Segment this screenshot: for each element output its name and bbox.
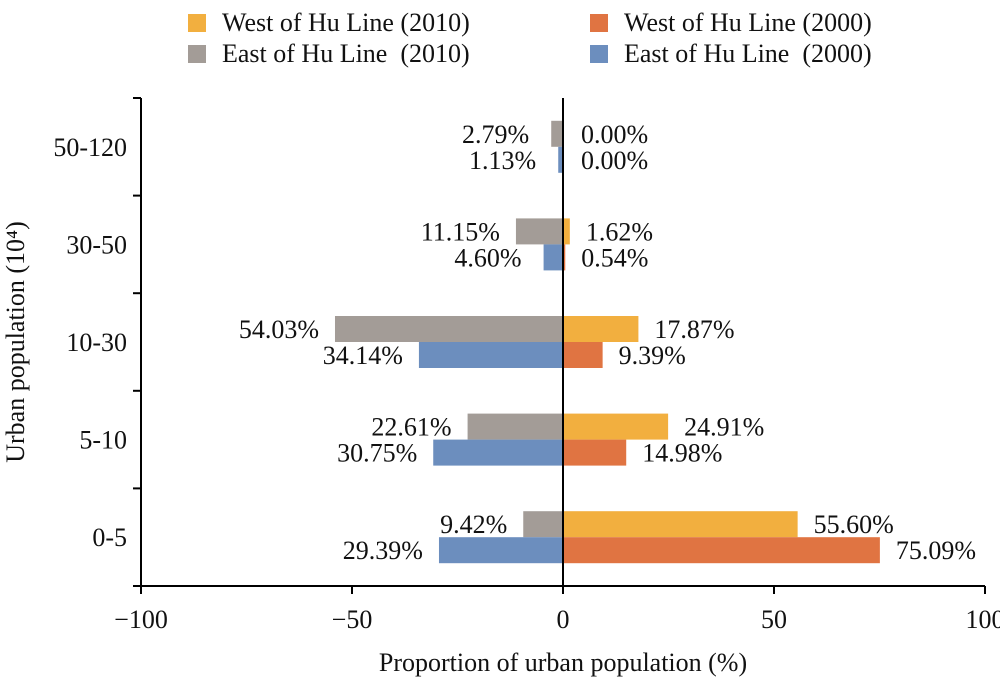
legend-label: East of Hu Line (2000): [624, 39, 872, 68]
legend-label: West of Hu Line (2000): [624, 8, 872, 37]
bar-east-of-hu-line-2000-5-10: [433, 439, 563, 466]
bar-west-of-hu-line-2000-5-10: [563, 439, 627, 466]
data-label: 30.75%: [337, 439, 417, 468]
x-tick-label: 50: [761, 605, 787, 634]
bar-west-of-hu-line-2010-5-10: [563, 413, 669, 440]
data-label: 9.39%: [619, 341, 686, 370]
y-tick-label: 0-5: [92, 523, 127, 552]
x-tick-label: −100: [114, 605, 168, 634]
bar-east-of-hu-line-2000-0-5: [438, 537, 563, 564]
bar-east-of-hu-line-2010-30-50: [515, 218, 563, 245]
bar-west-of-hu-line-2000-0-5: [563, 537, 880, 564]
bar-east-of-hu-line-2010-0-5: [523, 511, 563, 538]
data-label: 9.42%: [440, 510, 507, 539]
data-labels: 55.60% 24.91% 17.87% 1.62% 0.00% 75.09% 14.98%…: [239, 120, 976, 565]
data-label: 14.98%: [642, 439, 722, 468]
y-axis-ticks: 0-5 5-10 10-30 30-50 50-120: [53, 97, 141, 587]
data-label: 0.54%: [581, 243, 648, 272]
bar-east-of-hu-line-2010-10-30: [334, 316, 563, 342]
x-axis-title: Proportion of urban population (%): [379, 648, 747, 677]
x-tick-label: 0: [557, 605, 570, 634]
y-tick-label: 5-10: [79, 426, 127, 455]
bars: [334, 120, 880, 564]
bar-east-of-hu-line-2000-10-30: [418, 342, 563, 368]
legend-swatch: [188, 45, 206, 63]
data-label: 0.00%: [581, 120, 648, 149]
data-label: 2.79%: [462, 120, 529, 149]
x-axis-ticks: −100 −50 0 50 100: [114, 586, 1000, 634]
data-label: 34.14%: [323, 341, 403, 370]
data-label: 24.91%: [684, 413, 764, 442]
y-tick-label: 10-30: [66, 328, 127, 357]
bar-west-of-hu-line-2010-10-30: [563, 316, 639, 342]
data-label: 17.87%: [654, 315, 734, 344]
bar-west-of-hu-line-2010-0-5: [563, 511, 798, 538]
x-tick-label: −50: [332, 605, 373, 634]
bar-east-of-hu-line-2010-5-10: [467, 413, 563, 440]
data-label: 0.00%: [581, 146, 648, 175]
data-label: 1.13%: [469, 146, 536, 175]
legend-swatch: [188, 14, 206, 32]
legend: West of Hu Line (2010) West of Hu Line (2…: [188, 8, 872, 68]
legend-swatch: [590, 45, 608, 63]
bar-west-of-hu-line-2000-30-50: [563, 244, 566, 271]
data-label: 75.09%: [896, 536, 976, 565]
y-tick-label: 50-120: [53, 133, 127, 162]
data-label: 54.03%: [239, 315, 319, 344]
bar-west-of-hu-line-2010-30-50: [563, 218, 570, 245]
data-label: 1.62%: [586, 217, 653, 246]
bar-east-of-hu-line-2000-50-120: [558, 146, 563, 173]
data-label: 22.61%: [371, 413, 451, 442]
legend-label: East of Hu Line (2010): [222, 39, 470, 68]
data-label: 11.15%: [421, 217, 500, 246]
data-label: 4.60%: [454, 243, 521, 272]
bar-east-of-hu-line-2000-30-50: [543, 244, 563, 271]
y-axis-title: Urban population (10⁴): [1, 221, 30, 463]
legend-label: West of Hu Line (2010): [222, 8, 470, 37]
y-tick-label: 30-50: [66, 230, 127, 259]
bar-west-of-hu-line-2000-10-30: [563, 342, 603, 368]
data-label: 29.39%: [343, 536, 423, 565]
x-tick-label: 100: [966, 605, 1000, 634]
bar-east-of-hu-line-2010-50-120: [551, 120, 563, 147]
legend-swatch: [590, 14, 608, 32]
data-label: 55.60%: [814, 510, 894, 539]
